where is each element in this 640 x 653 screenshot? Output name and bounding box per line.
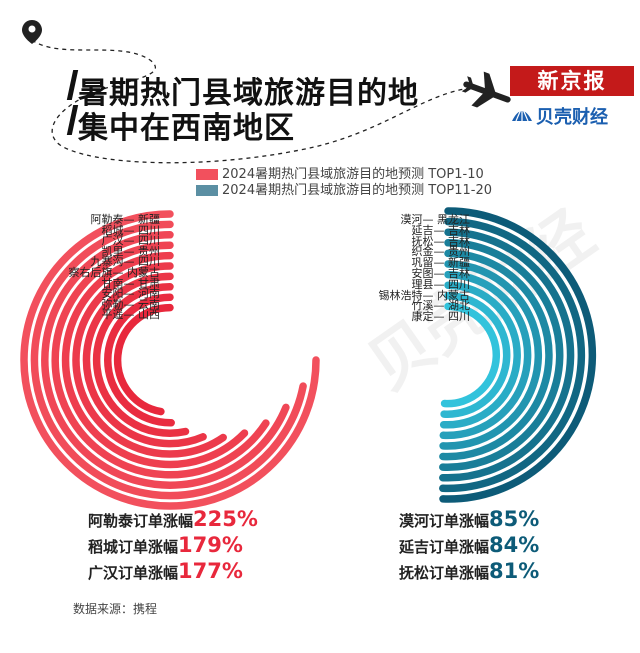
radial-bar-广汉 [41,231,290,489]
radial-bar-察右后旗 [72,262,227,458]
radial-bar-抚松 [439,228,575,482]
destination-label: 九寨沟— 四川 [90,255,161,269]
radial-bar-竹溪 [440,292,511,418]
highlight-stat: 广汉订单涨幅177% [88,559,243,583]
radial-bar-凯里 [51,241,270,479]
destination-label: 弥勒— 云南 [101,297,161,311]
dashed-route [31,39,471,164]
destination-label: 察右后旗— 内蒙古 [68,266,161,280]
newspaper-logo: 新京报 [510,66,634,96]
destination-label: 广汉— 四川 [101,234,161,248]
highlight-value: 177% [178,559,243,583]
highlight-value: 81% [489,559,540,583]
destination-label: 巩留— 新疆 [411,256,471,270]
destination-label: 竹溪— 湖北 [411,299,471,313]
highlight-value: 84% [489,533,540,557]
radial-bar-甘南 [82,272,207,448]
highlight-stat: 抚松订单涨幅81% [399,559,539,583]
destination-label: 理县— 四川 [411,277,471,291]
legend-top10: 2024暑期热门县域旅游目的地预测 TOP1-10 [196,168,484,182]
destination-label: 安阳— 河南 [101,287,161,301]
highlight-stat: 延吉订单涨幅84% [399,533,539,557]
highlight-label: 漠河订单涨幅 [399,512,490,530]
radial-bar-延吉 [439,217,586,493]
radial-bar-漠河 [439,207,597,503]
highlight-value: 85% [489,507,540,531]
highlight-label: 稻城订单涨幅 [88,538,179,556]
legend-top20: 2024暑期热门县域旅游目的地预测 TOP11-20 [196,184,492,198]
highlight-value: 179% [178,533,243,557]
data-source: 数据来源：携程 [73,602,158,616]
radial-bar-锡林浩特 [439,281,521,429]
flight-path-decoration [22,20,511,164]
legend-swatch-top20 [196,185,218,196]
radial-bar-平遥 [113,303,174,416]
destination-label: 甘南— 甘肃 [101,276,161,290]
highlight-label: 阿勒泰订单涨幅 [88,512,194,530]
finance-logo-text: 贝壳财经 [536,107,608,128]
airplane-icon [461,71,511,108]
destination-label: 阿勒泰— 新疆 [90,213,161,226]
destination-label: 稻城— 四川 [101,223,161,237]
page-title-line1: 暑期热门县域旅游目的地 [78,76,419,111]
radial-bar-弥勒 [104,293,175,427]
page-title-line2: 集中在西南地区 [78,111,295,146]
destination-label: 康定— 四川 [411,310,471,324]
highlight-label: 广汉订单涨幅 [88,564,179,582]
destination-label: 锡林浩特— 内蒙古 [378,288,471,302]
legend-swatch-top10 [196,169,218,180]
legend-label-top10: 2024暑期热门县域旅游目的地预测 TOP1-10 [222,167,484,182]
radial-bar-安阳 [92,283,190,437]
legend-label-top20: 2024暑期热门县域旅游目的地预测 TOP11-20 [222,183,493,198]
radial-bar-阿勒泰 [20,210,320,510]
highlight-stat: 稻城订单涨幅179% [88,533,243,557]
radial-bar-理县 [439,270,532,440]
destination-label: 抚松— 吉林 [411,234,471,248]
destination-label: 织金— 贵州 [411,245,471,259]
radial-bar-稻城 [30,220,307,500]
destination-label: 平遥— 山西 [101,308,161,322]
highlight-label: 延吉订单涨幅 [399,538,490,556]
destination-label: 漠河— 黑龙江 [400,213,471,226]
destination-label: 延吉— 吉林 [411,223,471,237]
highlight-stat: 漠河订单涨幅85% [399,507,539,531]
radial-bar-康定 [440,302,501,408]
destination-label: 凯里— 贵州 [101,244,161,258]
highlight-label: 抚松订单涨幅 [399,564,490,582]
radial-bar-安图 [439,260,543,450]
highlight-value: 225% [193,507,258,531]
radial-bar-九寨沟 [61,251,249,469]
shell-logo-icon [512,106,532,122]
location-pin-icon [22,20,42,44]
destination-label: 安图— 吉林 [411,267,471,281]
highlight-stat: 阿勒泰订单涨幅225% [88,507,258,531]
radial-bar-巩留 [439,249,553,461]
radial-bar-织金 [439,239,564,471]
